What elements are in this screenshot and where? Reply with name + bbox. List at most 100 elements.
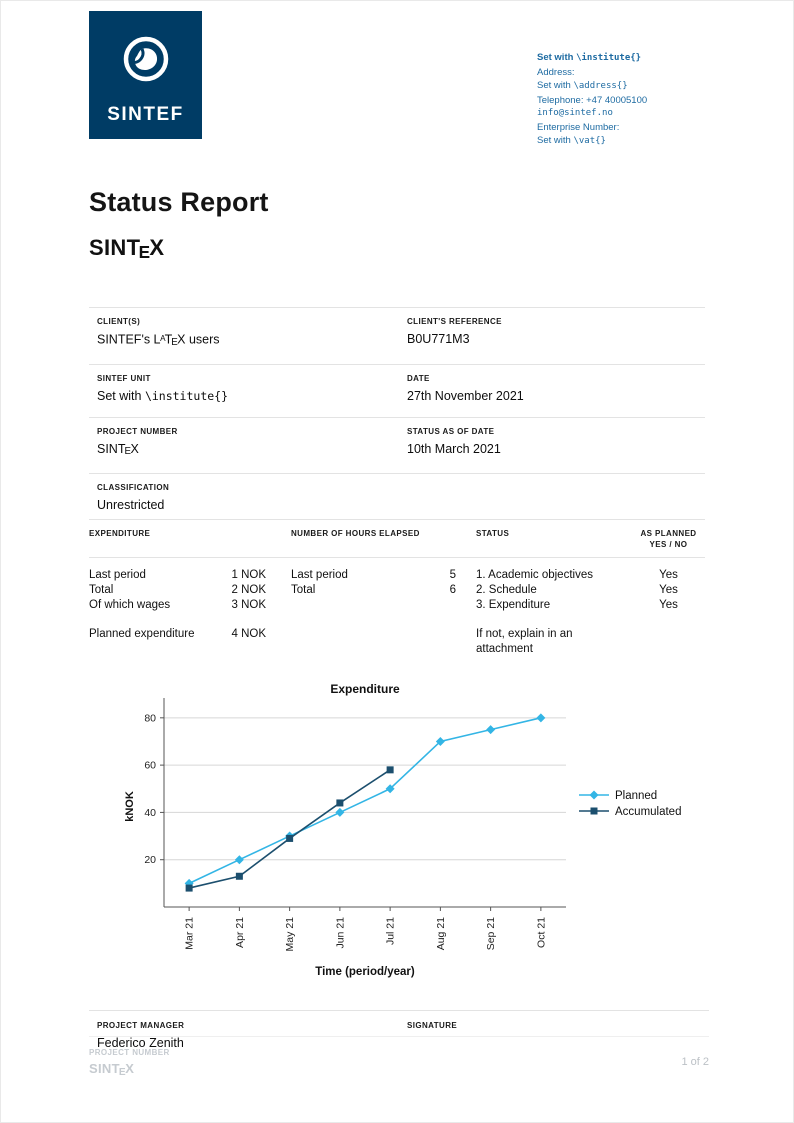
status-date-label: STATUS AS OF DATE [407,426,495,436]
contact-institute-pre: Set with [537,52,577,63]
project-number-value: SINTEX [97,441,407,461]
header-as-planned-line2: YES / NO [649,540,688,550]
contact-address-label: Address: [537,66,575,78]
svg-text:Jun 21: Jun 21 [334,917,346,949]
expenditure-chart-svg: 20 40 60 80 Mar 21 Apr 21 May 21 Jun 21 Jul 21 Au… [124,682,681,978]
expenditure-row-value: 1 NOK [231,569,266,582]
svg-text:May 21: May 21 [284,917,296,952]
signature-section: PROJECT MANAGER Federico Zenith SIGNATUR… [89,1010,709,1051]
details-table: CLIENT(S) SINTEF's LATEX users CLIENT'S … [89,306,705,520]
client-reference-value: B0U771M3 [407,331,470,346]
chart-legend: Planned Accumulated [579,790,681,818]
expenditure-row: Last period 1 NOK [89,568,266,583]
contact-enterprise-label: Enterprise Number: [537,121,620,133]
project-manager-cell: PROJECT MANAGER Federico Zenith [97,1020,407,1051]
expenditure-row-value: 2 NOK [231,584,266,597]
status-date-cell: STATUS AS OF DATE 10th March 2021 [407,426,705,461]
sintef-unit-cell: SINTEF UNIT Set with \institute{} [97,373,407,404]
footer-project-e: E [118,1066,126,1078]
project-number-cell: PROJECT NUMBER SINTEX [97,426,407,461]
planned-expenditure-row: Planned expenditure 4 NOK [89,627,266,642]
hours-row-value: 6 [449,584,456,597]
footer-project-label: PROJECT NUMBER [89,1048,170,1057]
date-label: DATE [407,373,430,383]
hours-row: Last period 5 [291,568,456,583]
status-date-value: 10th March 2021 [407,441,501,456]
expenditure-row-label: Last period [89,569,146,582]
classification-label: CLASSIFICATION [97,483,170,493]
contact-address: Set with \address{} [537,79,709,94]
expenditure-column: Last period 1 NOK Total 2 NOK Of which wag… [89,568,291,657]
status-item: 3. Expenditure [476,599,551,612]
as-planned-column: Yes Yes Yes [626,568,711,657]
page-title: Status Report [89,186,269,217]
svg-text:20: 20 [144,855,156,867]
contact-address-pre: Set with [537,80,574,91]
contact-info: Set with \institute{} Address: Set with … [537,51,709,149]
contact-institute: Set with \institute{} [537,51,709,66]
sintef-logo-text: SINTEF [107,104,184,125]
hours-row: Total 6 [291,583,456,598]
expenditure-row-label: Total [89,584,114,597]
contact-email-link[interactable]: info@sintef.no [537,108,613,118]
svg-text:Planned: Planned [615,790,657,802]
sintef-unit-value-pre: Set with [97,388,145,403]
details-row-classification: CLASSIFICATION Unrestricted [89,473,705,519]
svg-text:Apr 21: Apr 21 [234,917,246,948]
clients-cell: CLIENT(S) SINTEF's LATEX users [97,316,407,351]
sintef-logo: SINTEF [89,11,202,139]
sintef-logo-icon [123,36,168,82]
hours-column: Last period 5 Total 6 [291,568,476,657]
clients-value-pre: SINTEF's L [97,331,161,346]
planned-expenditure-label: Planned expenditure [89,628,195,641]
status-item: 1. Academic objectives [476,569,593,582]
header-hours: NUMBER OF HOURS ELAPSED [291,529,420,539]
clients-label: CLIENT(S) [97,316,141,326]
project-logo-e: E [138,241,151,262]
classification-cell: CLASSIFICATION Unrestricted [97,482,407,513]
expenditure-row: Total 2 NOK [89,583,266,598]
footer-project: PROJECT NUMBER SINTEX [89,1047,170,1078]
date-cell: DATE 27th November 2021 [407,373,705,404]
planned-expenditure-value: 4 NOK [231,628,266,641]
details-row-project: PROJECT NUMBER SINTEX STATUS AS OF DATE … [89,416,705,474]
project-logo-post: X [149,234,165,260]
status-table-header: EXPENDITURE NUMBER OF HOURS ELAPSED STAT… [89,519,705,559]
clients-value-post: X users [177,331,220,346]
svg-text:Sep 21: Sep 21 [485,917,497,950]
header-as-planned-line1: AS PLANNED [640,529,697,539]
project-logo-pre: SINT [89,234,141,260]
hours-row-value: 5 [449,569,456,582]
status-note: If not, explain in an attachment [476,628,573,656]
svg-text:Accumulated: Accumulated [615,806,681,818]
page-footer: PROJECT NUMBER SINTEX 1 of 2 [89,1036,709,1078]
status-table-body: Last period 1 NOK Total 2 NOK Of which wag… [89,558,705,657]
clients-value: SINTEF's LATEX users [97,331,407,351]
hours-row-label: Total [291,584,316,597]
chart-xlabel: Time (period/year) [315,966,415,978]
status-item: 2. Schedule [476,584,537,597]
project-manager-name: Federico Zenith [97,1036,184,1051]
svg-text:Aug 21: Aug 21 [435,917,447,950]
client-reference-cell: CLIENT'S REFERENCE B0U771M3 [407,316,705,351]
footer-project-post: X [125,1061,135,1076]
latex-logo-e: E [171,336,178,348]
svg-text:Oct 21: Oct 21 [535,917,547,948]
project-number-label: PROJECT NUMBER [97,426,178,436]
sintef-unit-label: SINTEF UNIT [97,373,151,383]
client-reference-label: CLIENT'S REFERENCE [407,316,502,326]
as-planned-value: Yes [659,584,678,597]
svg-text:60: 60 [144,760,156,772]
expenditure-chart: 20 40 60 80 Mar 21 Apr 21 May 21 Jun 21 Jul 21 Au… [121,679,793,986]
chart-title: Expenditure [330,682,400,696]
classification-value: Unrestricted [97,498,165,513]
chart-ylabel: kNOK [124,792,136,823]
svg-text:40: 40 [144,807,156,819]
header-expenditure: EXPENDITURE [89,529,151,539]
details-row-unit: SINTEF UNIT Set with \institute{} DATE 2… [89,363,705,417]
latex-logo-a: A [160,333,166,343]
details-row-clients: CLIENT(S) SINTEF's LATEX users CLIENT'S … [89,306,705,364]
project-number-pre: SINT [97,441,126,456]
footer-project-pre: SINT [89,1061,120,1076]
